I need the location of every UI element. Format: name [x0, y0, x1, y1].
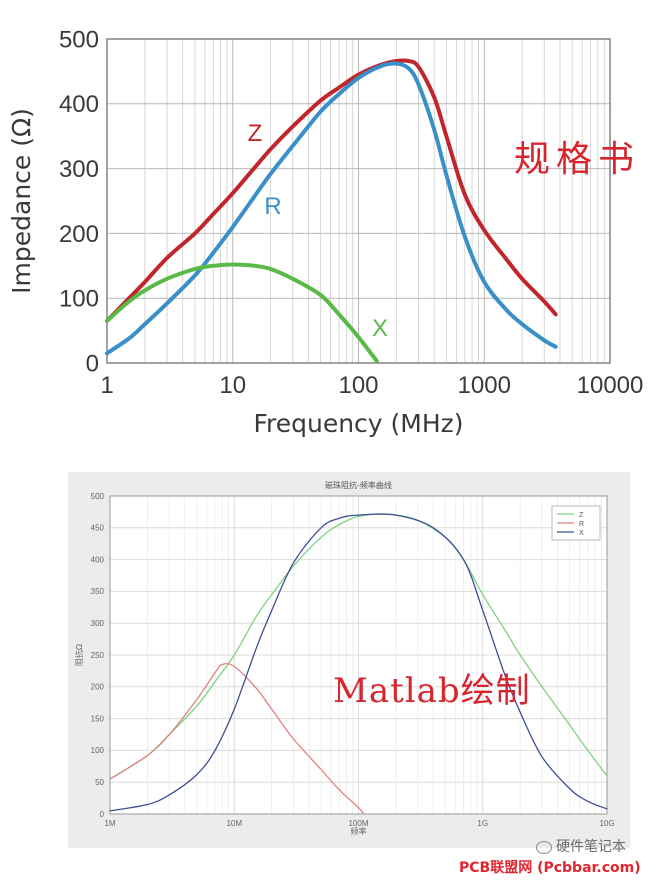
site-watermark: PCB联盟网 (Pcbbar.com)	[459, 860, 641, 876]
plot-frame	[106, 38, 611, 364]
y-tick-label: 150	[91, 714, 105, 723]
x-tick-label: 10000	[577, 372, 644, 399]
legend-entry-z: Z	[579, 512, 584, 519]
x-tick-label: 100M	[348, 819, 368, 828]
grid	[109, 495, 607, 815]
y-tick-label: 0	[100, 810, 105, 819]
x-tick-label: 1	[100, 372, 113, 399]
x-tick-label: 100	[338, 372, 378, 399]
y-tick-label: 350	[91, 587, 105, 596]
x-axis-label: Frequency (MHz)	[253, 409, 463, 438]
impedance-chart-spec: 1 10 100 1000 10000 0 100 200 300 400 500 Frequency…	[7, 26, 644, 438]
x-tick-label: 10M	[226, 819, 242, 828]
x-tick-label: 10	[219, 372, 246, 399]
y-tick-label: 200	[59, 221, 99, 248]
x-tick-label: 1000	[458, 372, 511, 399]
y-tick-label: 500	[59, 26, 99, 53]
series-line-r	[109, 662, 365, 815]
wechat-account-name: 硬件笔记本	[556, 839, 626, 855]
series-line-r	[105, 61, 558, 356]
y-tick-label: 300	[91, 619, 105, 628]
plot-frame	[109, 495, 608, 815]
x-tick-label: 1M	[104, 819, 115, 828]
curve-label-z: Z	[248, 120, 263, 147]
y-tick-label: 100	[91, 746, 105, 755]
chart-title: 磁珠阻抗-频率曲线	[325, 480, 392, 490]
y-tick-label: 200	[91, 683, 105, 692]
y-tick-label: 400	[91, 555, 105, 564]
legend: ZRX	[551, 505, 601, 541]
matlab-chart-panel: 1M 10M 100M 1G 10G 0 50 100 150 200 250 300 350 400 45…	[68, 472, 630, 848]
series-line-x	[105, 262, 379, 364]
y-tick-label: 400	[59, 91, 99, 118]
matlab-drawn-label: Matlab绘制	[333, 671, 531, 711]
impedance-chart-matlab: 1M 10M 100M 1G 10G 0 50 100 150 200 250 300 350 400 45…	[74, 480, 615, 836]
curve-label-r: R	[264, 193, 281, 220]
legend-entry-x: X	[579, 530, 584, 537]
y-axis-label: 阻抗Ω	[74, 644, 84, 666]
curve-label-x: X	[372, 315, 388, 342]
y-tick-label: 250	[91, 651, 105, 660]
x-tick-label: 1G	[477, 819, 488, 828]
wechat-watermark: 硬件笔记本	[536, 836, 626, 856]
wechat-icon	[536, 840, 552, 854]
y-tick-label: 50	[95, 778, 104, 787]
series-line-z	[105, 58, 558, 323]
y-tick-label: 450	[91, 524, 105, 533]
y-tick-label: 500	[91, 492, 105, 501]
legend-entry-r: R	[579, 521, 584, 528]
y-tick-label: 0	[86, 350, 99, 377]
x-axis-label: 频率	[351, 826, 367, 836]
y-tick-label: 300	[59, 156, 99, 183]
y-axis-label: Impedance (Ω)	[7, 108, 36, 294]
series-line-x	[109, 513, 608, 812]
x-tick-label: 10G	[599, 819, 614, 828]
y-tick-label: 100	[59, 286, 99, 313]
spec-sheet-label: 规格书	[514, 139, 641, 180]
